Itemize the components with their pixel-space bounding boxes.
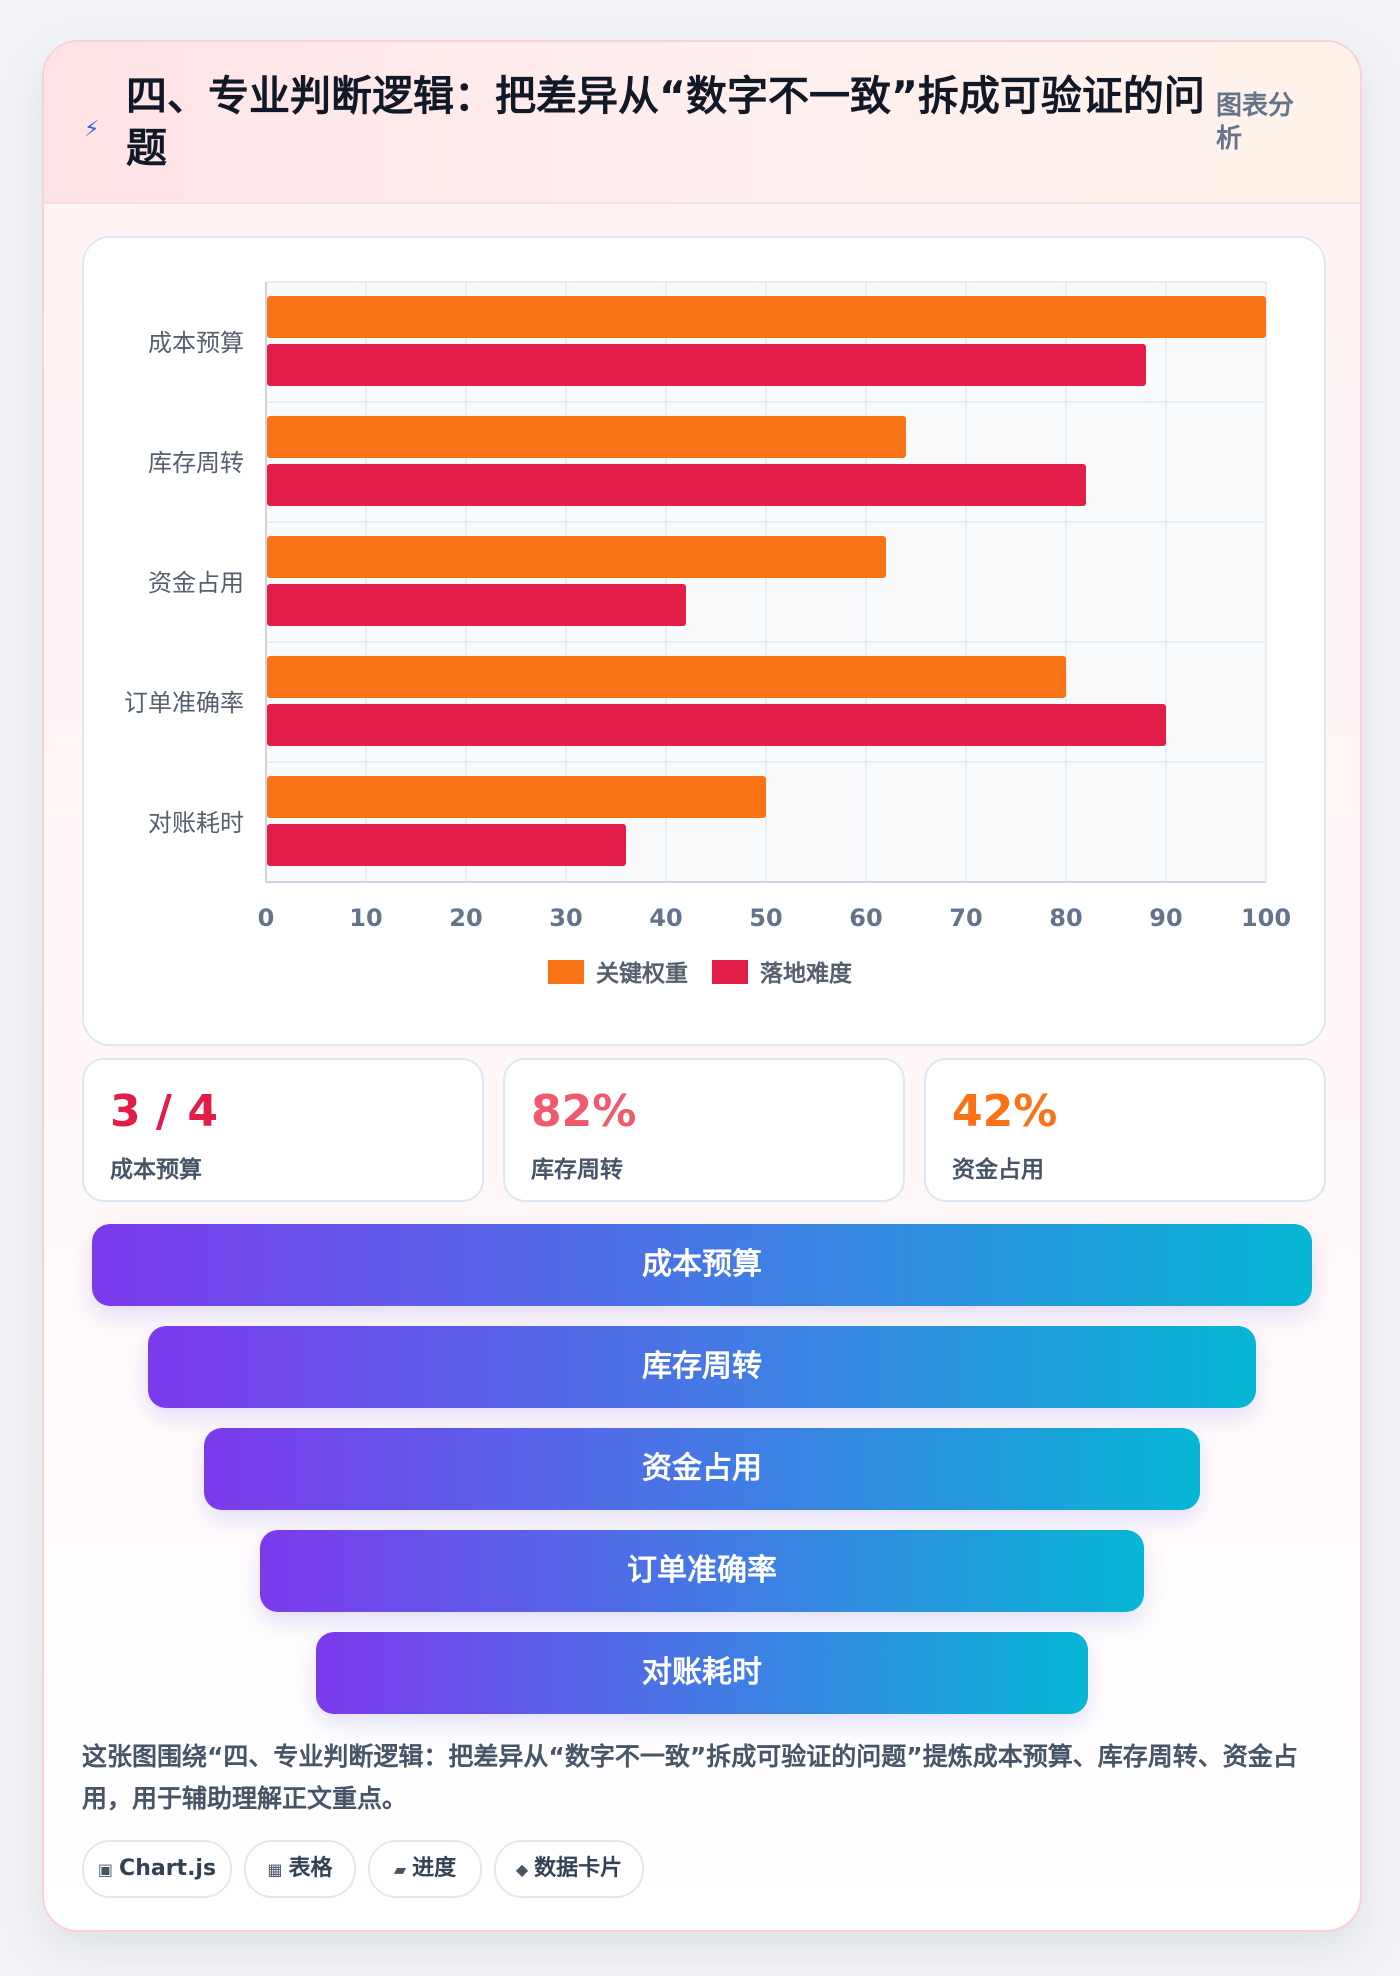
x-tick-label: 60 <box>849 904 882 932</box>
chip-progress[interactable]: ▰ 进度 <box>368 1840 482 1898</box>
bar-key-weight <box>267 416 906 458</box>
funnel-step-1: 成本预算 <box>92 1224 1312 1306</box>
chip-label: 进度 <box>412 1856 457 1881</box>
category-label: 库存周转 <box>148 449 244 477</box>
bar-difficulty <box>267 704 1166 746</box>
bar-key-weight <box>267 296 1266 338</box>
x-tick-label: 50 <box>749 904 782 932</box>
x-tick-label: 30 <box>549 904 582 932</box>
stat-label-2: 库存周转 <box>531 1157 623 1183</box>
stat-card-2: 82% 库存周转 <box>503 1058 905 1202</box>
x-tick-label: 80 <box>1049 904 1082 932</box>
stat-card-1: 3 / 4 成本预算 <box>82 1058 484 1202</box>
x-tick-label: 20 <box>449 904 482 932</box>
category-label: 资金占用 <box>148 569 244 597</box>
lightning-icon: ⚡ <box>84 117 100 142</box>
chip-chartjs[interactable]: ▣ Chart.js <box>82 1840 232 1898</box>
category-label: 订单准确率 <box>124 689 244 717</box>
x-tick-label: 0 <box>258 904 275 932</box>
legend-swatch <box>712 960 748 984</box>
funnel-step-5: 对账耗时 <box>316 1632 1088 1714</box>
chip-data-card[interactable]: ◆ 数据卡片 <box>494 1840 644 1898</box>
chip-label: Chart.js <box>119 1856 217 1881</box>
progress-icon: ▰ <box>393 1860 407 1879</box>
x-tick-label: 70 <box>949 904 982 932</box>
table-icon: ▦ <box>267 1860 283 1879</box>
chart-caption: 这张图围绕“四、专业判断逻辑：把差异从“数字不一致”拆成可验证的问题”提炼成本预… <box>82 1742 1298 1813</box>
diamond-icon: ◆ <box>515 1860 529 1879</box>
stat-value-3: 42% <box>952 1086 1058 1137</box>
page-title: 四、专业判断逻辑：把差异从“数字不一致”拆成可验证的问题 <box>126 72 1205 172</box>
stat-label-1: 成本预算 <box>110 1157 202 1183</box>
bar-key-weight <box>267 536 886 578</box>
category-label: 成本预算 <box>148 329 244 357</box>
header-tag: 图表分析 <box>1216 91 1295 154</box>
legend-label: 落地难度 <box>760 960 853 987</box>
chip-label: 数据卡片 <box>534 1856 623 1881</box>
card-header: ⚡ 四、专业判断逻辑：把差异从“数字不一致”拆成可验证的问题 图表分析 <box>44 42 1360 204</box>
bar-key-weight <box>267 776 766 818</box>
legend-swatch <box>548 960 584 984</box>
x-tick-label: 10 <box>349 904 382 932</box>
bar-difficulty <box>267 344 1146 386</box>
chart-card: ⚡ 四、专业判断逻辑：把差异从“数字不一致”拆成可验证的问题 图表分析 成本预算… <box>42 40 1362 1932</box>
stat-card-3: 42% 资金占用 <box>924 1058 1326 1202</box>
chart-icon: ▣ <box>97 1860 114 1879</box>
funnel-step-2: 库存周转 <box>148 1326 1256 1408</box>
bar-difficulty <box>267 464 1086 506</box>
stat-value-2: 82% <box>531 1086 637 1137</box>
category-label: 对账耗时 <box>148 809 244 837</box>
chip-table[interactable]: ▦ 表格 <box>244 1840 356 1898</box>
legend-label: 关键权重 <box>596 960 688 987</box>
bar-chart-panel: 成本预算库存周转资金占用订单准确率对账耗时 0 10 20 30 40 50 60 70 80 90… <box>82 236 1326 1046</box>
bar-difficulty <box>267 824 626 866</box>
chip-label: 表格 <box>288 1856 333 1881</box>
bar-difficulty <box>267 584 686 626</box>
stat-label-3: 资金占用 <box>952 1157 1044 1183</box>
bar-key-weight <box>267 656 1066 698</box>
x-tick-label: 40 <box>649 904 682 932</box>
x-tick-label: 100 <box>1241 904 1291 932</box>
stat-value-1: 3 / 4 <box>110 1086 218 1137</box>
funnel-step-3: 资金占用 <box>204 1428 1200 1510</box>
funnel-step-4: 订单准确率 <box>260 1530 1144 1612</box>
x-tick-label: 90 <box>1149 904 1182 932</box>
